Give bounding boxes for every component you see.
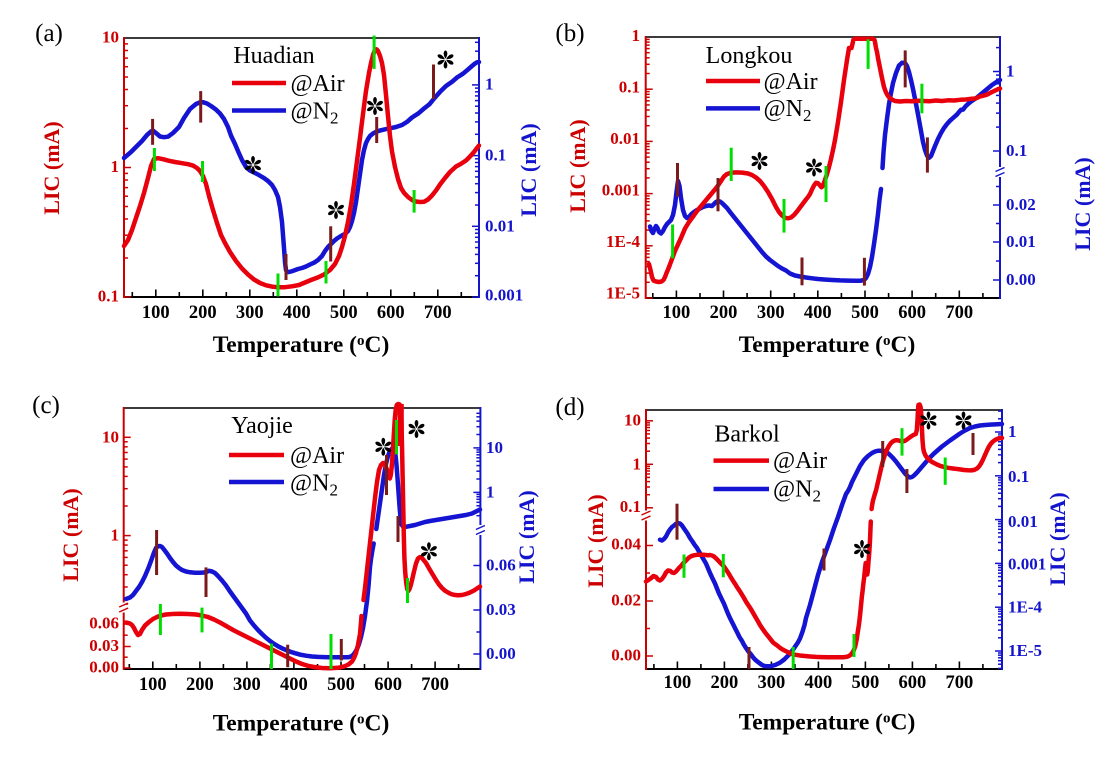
svg-text:0.1: 0.1 [98, 287, 119, 306]
svg-text:0.00: 0.00 [611, 646, 641, 665]
svg-text:1: 1 [633, 454, 642, 473]
svg-text:LIC (mA): LIC (mA) [58, 488, 83, 582]
svg-text:1: 1 [485, 75, 494, 94]
svg-text:200: 200 [186, 675, 214, 695]
svg-text:0.06: 0.06 [89, 614, 119, 633]
svg-text:1E-4: 1E-4 [606, 232, 641, 251]
svg-text:600: 600 [377, 303, 405, 323]
svg-text:LIC (mA): LIC (mA) [514, 490, 539, 584]
svg-text:0.01: 0.01 [1006, 232, 1036, 251]
svg-text:1: 1 [111, 526, 120, 545]
svg-text:LIC (mA): LIC (mA) [39, 121, 64, 215]
svg-text:300: 300 [233, 675, 261, 695]
svg-text:200: 200 [711, 673, 739, 693]
svg-text:Yaojie: Yaojie [231, 413, 293, 439]
svg-text:700: 700 [421, 675, 449, 695]
svg-text:LIC (mA): LIC (mA) [565, 119, 590, 213]
svg-text:200: 200 [189, 303, 217, 323]
svg-text:1E-5: 1E-5 [1008, 641, 1042, 660]
svg-text:1: 1 [111, 157, 120, 176]
svg-text:700: 700 [946, 673, 974, 693]
svg-text:10: 10 [102, 28, 119, 47]
svg-text:100: 100 [663, 303, 691, 323]
svg-text:400: 400 [280, 675, 308, 695]
svg-text:0.03: 0.03 [486, 600, 516, 619]
svg-text:Temperature (oC): Temperature (oC) [213, 332, 390, 358]
svg-text:(b): (b) [555, 20, 584, 47]
svg-text:1E-5: 1E-5 [606, 284, 640, 303]
svg-text:1: 1 [1006, 62, 1015, 81]
svg-text:@Air: @Air [764, 69, 818, 95]
svg-text:10: 10 [102, 427, 119, 446]
svg-text:500: 500 [327, 675, 355, 695]
svg-text:0.01: 0.01 [610, 129, 640, 148]
svg-text:1: 1 [486, 482, 495, 501]
svg-text:Barkol: Barkol [714, 422, 780, 448]
svg-text:500: 500 [851, 303, 879, 323]
svg-text:100: 100 [142, 303, 170, 323]
svg-text:Temperature (oC): Temperature (oC) [739, 710, 916, 736]
svg-text:300: 300 [757, 303, 785, 323]
svg-text:1E-4: 1E-4 [1008, 597, 1043, 616]
svg-text:LIC (mA): LIC (mA) [516, 123, 541, 217]
svg-text:LIC (mA): LIC (mA) [1070, 157, 1095, 251]
svg-text:400: 400 [804, 303, 832, 323]
svg-text:200: 200 [710, 303, 738, 323]
svg-text:500: 500 [330, 303, 358, 323]
svg-text:700: 700 [945, 303, 973, 323]
svg-text:400: 400 [283, 303, 311, 323]
svg-text:@Air: @Air [291, 71, 345, 97]
svg-text:(d): (d) [555, 394, 584, 421]
svg-text:600: 600 [374, 675, 402, 695]
svg-text:0.1: 0.1 [620, 497, 641, 516]
svg-text:1: 1 [632, 26, 641, 45]
svg-text:0.01: 0.01 [485, 216, 515, 235]
svg-text:700: 700 [424, 303, 452, 323]
svg-text:500: 500 [852, 673, 880, 693]
svg-text:300: 300 [236, 303, 264, 323]
svg-text:0.00: 0.00 [89, 658, 119, 677]
svg-text:0.1: 0.1 [1008, 467, 1029, 486]
svg-text:@Air: @Air [773, 448, 827, 474]
svg-text:10: 10 [486, 438, 503, 457]
svg-text:0.06: 0.06 [486, 556, 516, 575]
svg-text:10: 10 [624, 411, 641, 430]
svg-text:0.001: 0.001 [485, 286, 523, 305]
svg-text:0.1: 0.1 [485, 146, 506, 165]
svg-text:0.03: 0.03 [89, 636, 119, 655]
svg-text:Longkou: Longkou [706, 43, 793, 69]
svg-text:LIC (mA): LIC (mA) [1045, 492, 1070, 586]
svg-text:@Air: @Air [290, 443, 344, 469]
svg-text:Huadian: Huadian [233, 43, 314, 69]
svg-text:0.1: 0.1 [1006, 141, 1027, 160]
svg-text:100: 100 [664, 673, 692, 693]
svg-text:100: 100 [139, 675, 167, 695]
svg-text:LIC (mA): LIC (mA) [583, 494, 608, 588]
svg-text:0.001: 0.001 [602, 181, 640, 200]
svg-text:400: 400 [805, 673, 833, 693]
svg-text:0.001: 0.001 [1008, 555, 1046, 574]
svg-text:0.01: 0.01 [1008, 512, 1038, 531]
svg-text:600: 600 [898, 303, 926, 323]
svg-text:(a): (a) [35, 20, 63, 47]
svg-text:0.04: 0.04 [611, 535, 641, 554]
svg-text:0.1: 0.1 [619, 78, 640, 97]
svg-text:1: 1 [1008, 422, 1017, 441]
svg-text:0.00: 0.00 [1006, 270, 1036, 289]
svg-text:0.02: 0.02 [1006, 195, 1036, 214]
svg-text:300: 300 [758, 673, 786, 693]
svg-text:600: 600 [899, 673, 927, 693]
svg-text:0.00: 0.00 [486, 644, 516, 663]
svg-text:0.02: 0.02 [611, 591, 641, 610]
svg-text:(c): (c) [32, 392, 60, 419]
